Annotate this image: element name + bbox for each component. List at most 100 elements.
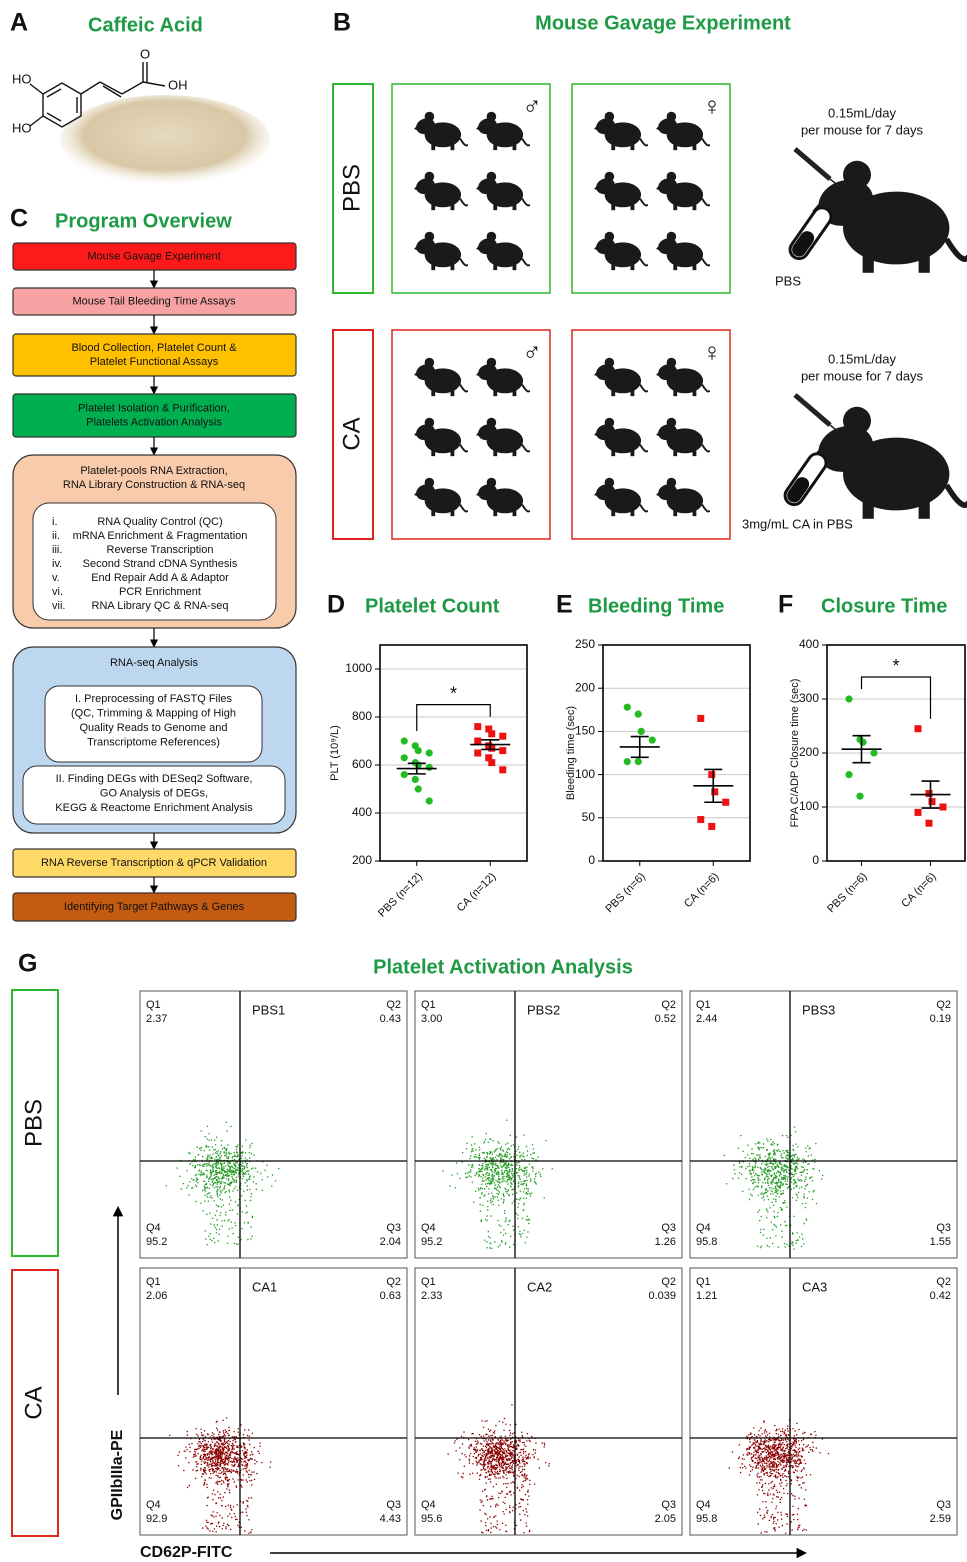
y-tick-label: 200 [575, 680, 595, 694]
quadrant-name: Q4 [696, 1222, 711, 1234]
syringe [795, 395, 830, 425]
data-point [488, 759, 495, 766]
flow-plot-frame [415, 1268, 682, 1535]
data-point [624, 704, 631, 711]
data-point [845, 695, 852, 702]
data-point [624, 758, 631, 765]
flow-plot-frame [140, 991, 407, 1258]
x-tick-label: CA (n=6) [899, 871, 938, 910]
y-tick-label: 800 [352, 709, 372, 723]
data-point [929, 798, 936, 805]
quadrant-name: Q1 [146, 999, 161, 1011]
data-point [915, 809, 922, 816]
quadrant-name: Q2 [386, 999, 401, 1011]
list-text: End Repair Add A & Adaptor [91, 572, 229, 584]
data-point [474, 738, 481, 745]
data-point [474, 750, 481, 757]
quadrant-name: Q2 [661, 999, 676, 1011]
quadrant-name: Q2 [661, 1276, 676, 1288]
mouse-icon [414, 172, 468, 210]
data-point [401, 771, 408, 778]
data-point [401, 737, 408, 744]
data-point [926, 820, 933, 827]
quadrant-name: Q2 [386, 1276, 401, 1288]
data-point [856, 793, 863, 800]
y-axis-label: FPA C/ADP Closure time (sec) [789, 679, 801, 828]
quadrant-value: 0.039 [648, 1290, 676, 1302]
y-axis-label: Bleeding time (sec) [565, 706, 577, 800]
list-numeral: iv. [52, 558, 62, 570]
quadrant-value: 0.19 [930, 1013, 951, 1025]
data-point [426, 797, 433, 804]
step-text: RNA-seq Analysis [110, 657, 199, 669]
rat-icon [812, 161, 967, 273]
step-text: Mouse Tail Bleeding Time Assays [72, 295, 236, 307]
plot-name: CA1 [252, 1279, 277, 1294]
panel-title: Mouse Gavage Experiment [535, 12, 791, 34]
atom-label: HO [12, 71, 32, 86]
data-point [488, 745, 495, 752]
panel-title: Caffeic Acid [88, 14, 203, 36]
quadrant-value: 2.33 [421, 1290, 442, 1302]
mouse-icon [414, 478, 468, 516]
powder [60, 95, 270, 185]
step-text: Mouse Gavage Experiment [87, 250, 220, 262]
y-tick-label: 250 [575, 637, 595, 651]
row-label: PBS [20, 1099, 47, 1147]
step-text: Platelet-pools RNA Extraction, [80, 465, 227, 477]
plot-name: PBS3 [802, 1002, 835, 1017]
data-point [635, 711, 642, 718]
quadrant-name: Q3 [936, 1499, 951, 1511]
data-point [722, 799, 729, 806]
data-point [940, 804, 947, 811]
quadrant-name: Q4 [421, 1222, 436, 1234]
list-text: mRNA Enrichment & Fragmentation [73, 530, 248, 542]
mouse-icon [594, 418, 648, 456]
mouse-icon [476, 232, 530, 270]
data-point [870, 749, 877, 756]
quadrant-name: Q3 [386, 1499, 401, 1511]
y-tick-label: 150 [575, 724, 595, 738]
data-point [859, 739, 866, 746]
flow-plot-frame [140, 1268, 407, 1535]
quadrant-name: Q2 [936, 999, 951, 1011]
x-tick-label: CA (n=6) [682, 871, 721, 910]
quadrant-name: Q4 [696, 1499, 711, 1511]
quadrant-name: Q4 [146, 1499, 161, 1511]
step-text: Platelet Functional Assays [90, 356, 219, 368]
dose-text: 0.15mL/day [828, 105, 896, 120]
dose-text: per mouse for 7 days [801, 368, 924, 383]
step-text: Platelet Isolation & Purification, [78, 402, 230, 414]
list-numeral: vi. [52, 586, 63, 598]
significance-label: * [450, 683, 457, 703]
data-point [415, 761, 422, 768]
mouse-icon [656, 172, 710, 210]
quadrant-value: 95.6 [421, 1513, 442, 1525]
sex-symbol: ♀ [702, 337, 722, 367]
data-point [499, 766, 506, 773]
quadrant-value: 1.55 [930, 1236, 951, 1248]
flow-plot-frame [690, 991, 957, 1258]
data-point [499, 747, 506, 754]
sex-symbol: ♀ [702, 91, 722, 121]
atom-label: O [140, 46, 150, 61]
mouse-icon [414, 232, 468, 270]
mouse-icon [594, 112, 648, 150]
quadrant-name: Q1 [146, 1276, 161, 1288]
mouse-icon [414, 112, 468, 150]
atom-label: OH [168, 77, 188, 92]
plot-name: PBS2 [527, 1002, 560, 1017]
data-point [915, 725, 922, 732]
x-tick-label: PBS (n=6) [825, 871, 870, 916]
quadrant-value: 0.43 [380, 1013, 401, 1025]
data-point [426, 764, 433, 771]
quadrant-value: 2.05 [655, 1513, 676, 1525]
data-point [635, 758, 642, 765]
y-tick-label: 0 [812, 853, 819, 867]
group-label: PBS [338, 164, 365, 212]
step-text: Platelets Activation Analysis [86, 416, 222, 428]
sub-box-text: Quality Reads to Genome and [80, 722, 228, 734]
list-numeral: i. [52, 516, 58, 528]
y-tick-label: 200 [799, 745, 819, 759]
sub-box-text: (QC, Trimming & Mapping of High [71, 707, 236, 719]
